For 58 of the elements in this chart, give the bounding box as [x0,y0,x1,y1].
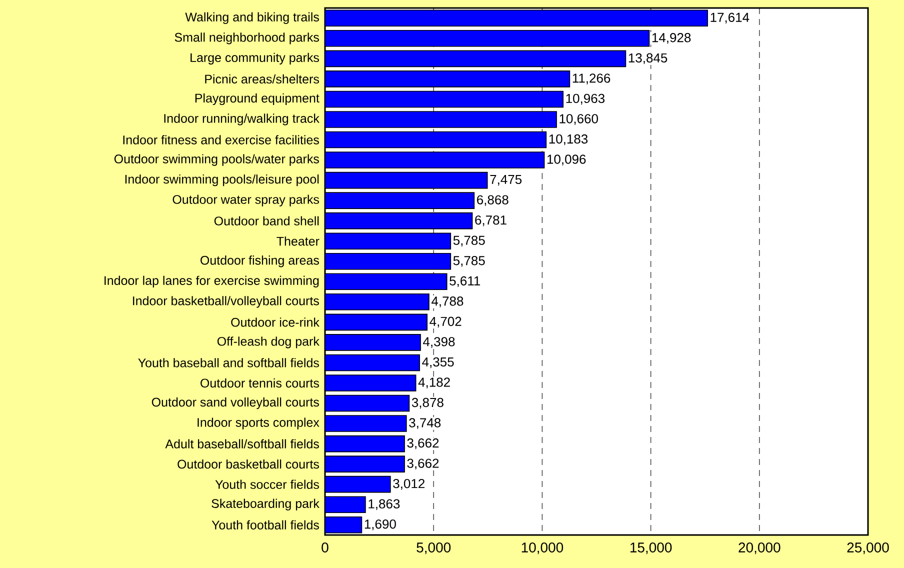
y-tick-label: Large community parks [190,52,319,64]
x-tick-label: 15,000 [630,542,672,554]
y-tick-label: Theater [276,236,320,246]
data-label: 10,660 [560,114,598,125]
data-label: 5,785 [453,256,485,267]
data-label: 10,183 [549,134,588,146]
x-tick-label: 20,000 [738,542,780,554]
y-tick-label: Off-leash dog park [217,336,320,348]
y-tick-label: Indoor swimming pools/leisure pool [125,174,319,186]
y-tick-label: Outdoor band shell [214,216,319,226]
data-label: 3,662 [407,438,439,450]
y-tick-label: Skateboarding park [212,498,320,510]
data-label: 13,845 [628,53,668,64]
y-tick-label: Indoor sports complex [198,418,320,430]
data-label: 6,868 [477,195,508,206]
data-label: 11,266 [572,74,610,84]
x-tick-label: 10,000 [522,542,564,554]
data-label: 4,788 [431,296,464,308]
y-tick-label: Youth baseball and softball fields [138,358,319,368]
y-tick-label: Outdoor swimming pools/water parks [114,154,319,166]
data-label: 4,398 [423,337,455,348]
y-tick-label: Indoor running/walking track [164,114,320,126]
data-label: 6,781 [475,215,506,226]
y-tick-label: Indoor basketball/volleyball courts [133,296,319,308]
y-tick-label: Outdoor sand volleyball courts [152,397,319,410]
y-tick-label: Walking and biking trails [185,12,319,24]
data-label: 5,611 [450,276,480,288]
data-label: 10,963 [566,94,605,105]
x-tick-label: 0 [322,542,328,552]
x-tick-label: 5,000 [416,542,451,554]
y-tick-label: Outdoor fishing areas [200,256,319,268]
y-tick-label: Picnic areas/shelters [205,74,319,84]
y-tick-label: Youth soccer fields [215,480,319,489]
y-tick-label: Youth football fields [212,520,319,530]
data-label: 1,690 [364,520,396,530]
y-tick-label: Indoor fitness and exercise facilities [123,135,319,144]
data-label: 3,878 [412,398,444,409]
x-tick-label: 25,000 [847,542,889,554]
data-label: 4,355 [422,357,454,368]
y-tick-label: Playground equipment [195,93,320,106]
data-label: 4,182 [418,378,450,388]
data-label: 5,785 [453,236,485,246]
data-label: 4,702 [430,316,462,328]
y-tick-label: Small neighborhood parks [174,32,319,44]
data-label: 3,662 [407,458,439,470]
data-label: 3,748 [409,418,441,429]
y-tick-label: Indoor lap lanes for exercise swimming [104,276,319,288]
data-label: 3,012 [393,478,424,490]
y-tick-label: Outdoor tennis courts [200,378,319,388]
y-tick-label: Adult baseball/softball fields [165,439,319,448]
y-tick-label: Outdoor water spray parks [172,194,319,206]
data-label: 17,614 [710,12,750,24]
data-label: 7,475 [490,174,522,186]
data-label: 1,863 [368,499,400,510]
y-tick-label: Outdoor ice-rink [231,318,320,327]
data-label: 10,096 [547,154,586,166]
y-tick-label: Outdoor basketball courts [178,459,319,469]
data-label: 14,928 [652,33,691,44]
